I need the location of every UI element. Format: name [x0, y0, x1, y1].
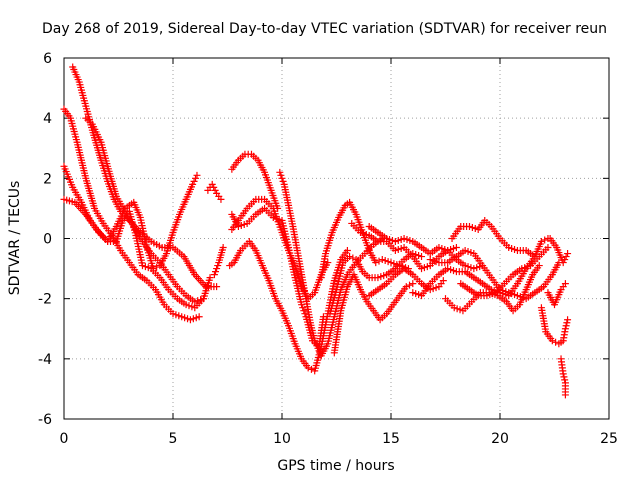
y-tick-label: 2 — [43, 171, 52, 187]
data-point-marker — [193, 171, 201, 179]
data-point-marker — [564, 316, 572, 324]
data-point-marker — [343, 247, 351, 255]
y-tick-label: -6 — [38, 412, 52, 428]
x-axis-label: GPS time / hours — [277, 458, 394, 474]
series-trace-25 — [546, 235, 572, 267]
data-points — [60, 63, 572, 399]
data-point-marker — [406, 281, 414, 289]
y-tick-label: 6 — [43, 51, 52, 67]
series-trace-17 — [365, 222, 487, 273]
data-point-marker — [214, 262, 222, 270]
data-point-marker — [418, 253, 426, 261]
data-point-marker — [307, 365, 315, 373]
data-point-marker — [192, 174, 200, 182]
data-point-marker — [300, 307, 308, 315]
data-point-marker — [561, 376, 569, 384]
y-tick-label: 0 — [43, 232, 52, 248]
data-point-marker — [372, 259, 380, 267]
series-trace-7 — [210, 244, 227, 279]
series-trace-16 — [348, 219, 460, 273]
series-trace-15 — [330, 271, 417, 357]
data-point-marker — [213, 283, 221, 291]
data-point-marker — [537, 238, 545, 246]
series-trace-22 — [426, 247, 563, 303]
data-point-marker — [212, 268, 220, 276]
x-tick-label: 10 — [273, 431, 291, 447]
series-trace-27 — [557, 355, 569, 399]
data-point-marker — [217, 195, 225, 203]
data-point-marker — [279, 177, 287, 185]
data-point-marker — [535, 262, 543, 270]
data-point-marker — [213, 265, 221, 273]
data-point-marker — [276, 168, 284, 176]
y-tick-label: -4 — [38, 352, 52, 368]
data-point-marker — [561, 280, 569, 288]
data-point-marker — [349, 254, 357, 262]
data-point-marker — [189, 180, 197, 188]
series-trace-6 — [204, 180, 225, 203]
data-point-marker — [439, 277, 447, 285]
x-tick-label: 5 — [169, 431, 178, 447]
series-trace-20 — [442, 262, 543, 315]
x-tick-label: 15 — [382, 431, 400, 447]
data-point-marker — [304, 364, 312, 372]
data-point-marker — [375, 257, 383, 265]
data-point-marker — [206, 274, 214, 282]
data-point-marker — [559, 370, 567, 378]
axis-ticks: 0 5 10 15 20 25 -6 -4 -2 0 2 4 6 — [38, 51, 618, 447]
data-point-marker — [324, 259, 332, 267]
data-point-marker — [299, 304, 307, 312]
data-point-marker — [562, 253, 570, 261]
series-trace-18 — [365, 265, 447, 300]
series-trace-24 — [537, 304, 572, 348]
data-point-marker — [561, 325, 569, 333]
chart-title: Day 268 of 2019, Sidereal Day-to-day VTE… — [42, 21, 607, 37]
series-trace-8 — [228, 150, 282, 212]
series-trace-1 — [60, 105, 203, 324]
data-point-marker — [219, 244, 227, 252]
data-point-marker — [563, 319, 571, 327]
data-point-marker — [548, 337, 556, 345]
series-trace-5 — [60, 195, 214, 312]
data-point-marker — [560, 373, 568, 381]
series-trace-10 — [228, 195, 332, 303]
data-point-marker — [210, 183, 218, 191]
series-trace-23 — [409, 235, 552, 300]
data-point-marker — [210, 271, 218, 279]
data-point-marker — [409, 280, 417, 288]
data-point-marker — [562, 322, 570, 330]
data-point-marker — [561, 391, 569, 399]
grid — [64, 58, 609, 419]
data-point-marker — [190, 177, 198, 185]
x-tick-label: 0 — [60, 431, 69, 447]
data-point-marker — [278, 174, 286, 182]
y-axis-label: SDTVAR / TECUs — [7, 181, 23, 296]
data-point-marker — [211, 186, 219, 194]
data-point-marker — [559, 259, 567, 267]
data-point-marker — [402, 283, 410, 291]
series-trace-19 — [448, 216, 539, 261]
y-tick-label: 4 — [43, 111, 52, 127]
data-point-marker — [301, 310, 309, 318]
series-trace-26 — [544, 280, 569, 309]
data-point-marker — [564, 250, 572, 258]
data-point-marker — [277, 171, 285, 179]
y-tick-label: -2 — [38, 292, 52, 308]
data-point-marker — [195, 313, 203, 321]
data-point-marker — [541, 236, 549, 244]
data-point-marker — [298, 301, 306, 309]
data-point-marker — [452, 244, 460, 252]
x-tick-label: 20 — [491, 431, 509, 447]
data-point-marker — [208, 180, 216, 188]
x-tick-label: 25 — [600, 431, 618, 447]
series-trace-14 — [326, 250, 426, 318]
data-point-marker — [153, 263, 161, 271]
data-point-marker — [346, 253, 354, 261]
data-point-marker — [544, 244, 552, 252]
data-point-marker — [561, 256, 569, 264]
